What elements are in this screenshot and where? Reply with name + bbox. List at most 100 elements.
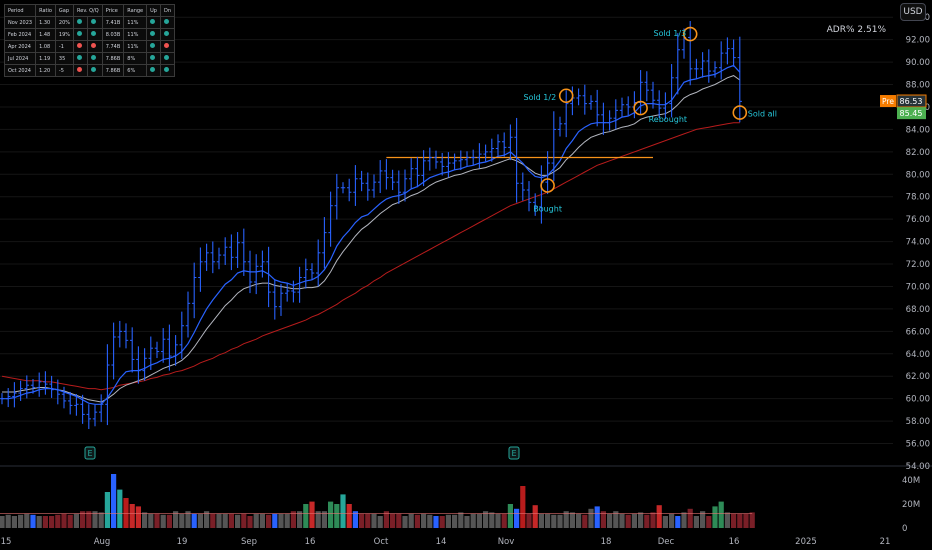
ratio-cell: 1.30 <box>35 16 56 29</box>
volume-bar <box>42 516 48 528</box>
period-cell: Nov 2023 <box>3 16 37 29</box>
status-dot <box>87 52 103 65</box>
volume-bar <box>49 516 55 528</box>
trade-annotation-label: Sold 1/3 <box>653 29 686 38</box>
trade-marker-circle <box>682 26 698 42</box>
price-bar <box>43 371 48 395</box>
volume-bar <box>241 513 247 528</box>
status-dot <box>159 16 176 29</box>
volume-bar <box>0 516 5 528</box>
volume-bar <box>656 505 662 528</box>
volume-bar <box>706 516 712 528</box>
header-up: Up <box>146 4 161 17</box>
gap-cell: -5 <box>54 64 75 77</box>
status-dot-icon <box>163 19 169 24</box>
price-bar <box>204 243 209 271</box>
volume-bar <box>73 513 79 528</box>
volume-bar <box>681 512 687 528</box>
range-cell: 11% <box>123 40 148 53</box>
price-bars <box>0 21 742 429</box>
volume-bar <box>204 511 210 528</box>
price-axis[interactable]: 54.00 56.00 58.00 60.00 62.00 64.00 66.00 68.00… <box>906 13 930 472</box>
price-bar <box>291 280 296 303</box>
price-bar <box>18 380 23 401</box>
price-bar <box>161 328 166 363</box>
status-dot <box>146 64 161 77</box>
period-cell: Feb 2024 <box>3 28 37 41</box>
volume-bar <box>222 513 228 528</box>
price-bar <box>229 234 234 271</box>
time-tick-label: Dec <box>658 537 675 547</box>
price-bar <box>514 117 519 203</box>
volume-bar <box>216 513 222 528</box>
ema-fast-line <box>2 64 741 405</box>
price-bar <box>111 322 116 380</box>
volume-bar <box>545 513 551 528</box>
pre-label-bg <box>880 95 896 108</box>
volume-bar <box>5 514 11 528</box>
volume-axis[interactable]: 0 20M 40M <box>902 476 920 534</box>
price-tick-label: 74.00 <box>906 238 930 248</box>
price-bar <box>136 346 141 384</box>
price-bar <box>359 170 364 192</box>
price-bar <box>508 124 513 161</box>
price-bar <box>117 320 122 348</box>
price-bar <box>557 116 563 137</box>
volume-bar <box>61 513 67 528</box>
price-bar <box>328 191 333 247</box>
volume-bar <box>495 513 501 528</box>
price-bar <box>68 391 73 415</box>
price-bar <box>322 217 327 269</box>
time-tick-label: 14 <box>436 537 447 547</box>
status-dot-icon <box>163 43 169 48</box>
price-bar <box>92 404 98 427</box>
range-cell: 6% <box>123 64 148 77</box>
trade-annotations: Bought Sold 1/2 Rebought Sold 1/3 Sold all <box>523 26 777 214</box>
pre-price-value: 86.53 <box>900 97 923 106</box>
volume-bar <box>129 504 135 528</box>
volume-bar <box>569 512 575 528</box>
price-bar <box>657 90 662 119</box>
price-bar <box>334 173 339 220</box>
gridlines <box>0 16 893 467</box>
volume-bar <box>731 513 737 528</box>
price-bar <box>378 160 383 194</box>
status-dot-icon <box>150 43 156 48</box>
time-tick-label: Aug <box>94 537 111 547</box>
price-bar <box>6 388 11 408</box>
volume-bar <box>340 494 346 528</box>
price-cell: 7.86B <box>101 64 125 77</box>
volume-bar <box>551 514 557 528</box>
price-bar <box>650 81 656 109</box>
gap-cell: 35 <box>54 52 75 65</box>
volume-bar <box>173 511 179 528</box>
status-dot <box>73 16 89 29</box>
price-bar <box>607 110 612 131</box>
price-bar <box>340 182 346 194</box>
price-bar <box>706 49 711 83</box>
volume-bar <box>507 504 513 528</box>
earnings-marker-icon <box>84 446 96 460</box>
status-dot <box>146 16 161 29</box>
price-tick-label: 80.00 <box>906 170 930 180</box>
price-bar <box>30 379 36 394</box>
status-dot-icon <box>91 19 97 24</box>
volume-bar <box>86 511 92 528</box>
volume-bar <box>712 506 718 528</box>
status-dot-icon <box>150 19 156 24</box>
volume-bar <box>749 512 755 528</box>
volume-bar <box>433 516 439 528</box>
pre-market-tag: Pre 86.53 <box>880 94 927 108</box>
price-tick-label: 66.00 <box>906 327 930 337</box>
volume-bar <box>631 513 637 528</box>
price-tags: Pre 86.53 85.45 <box>880 94 927 120</box>
currency-button[interactable]: USD <box>900 3 926 21</box>
price-cell: 7.86B <box>101 52 125 65</box>
price-bar <box>154 341 160 359</box>
time-axis[interactable]: 15 Aug 19 Sep 16 Oct 14 Nov 18 Dec 16 2025 21 <box>1 537 891 547</box>
volume-bar <box>142 512 148 528</box>
volume-bar <box>297 511 303 528</box>
price-bar <box>421 150 426 187</box>
volume-bar <box>185 511 191 528</box>
